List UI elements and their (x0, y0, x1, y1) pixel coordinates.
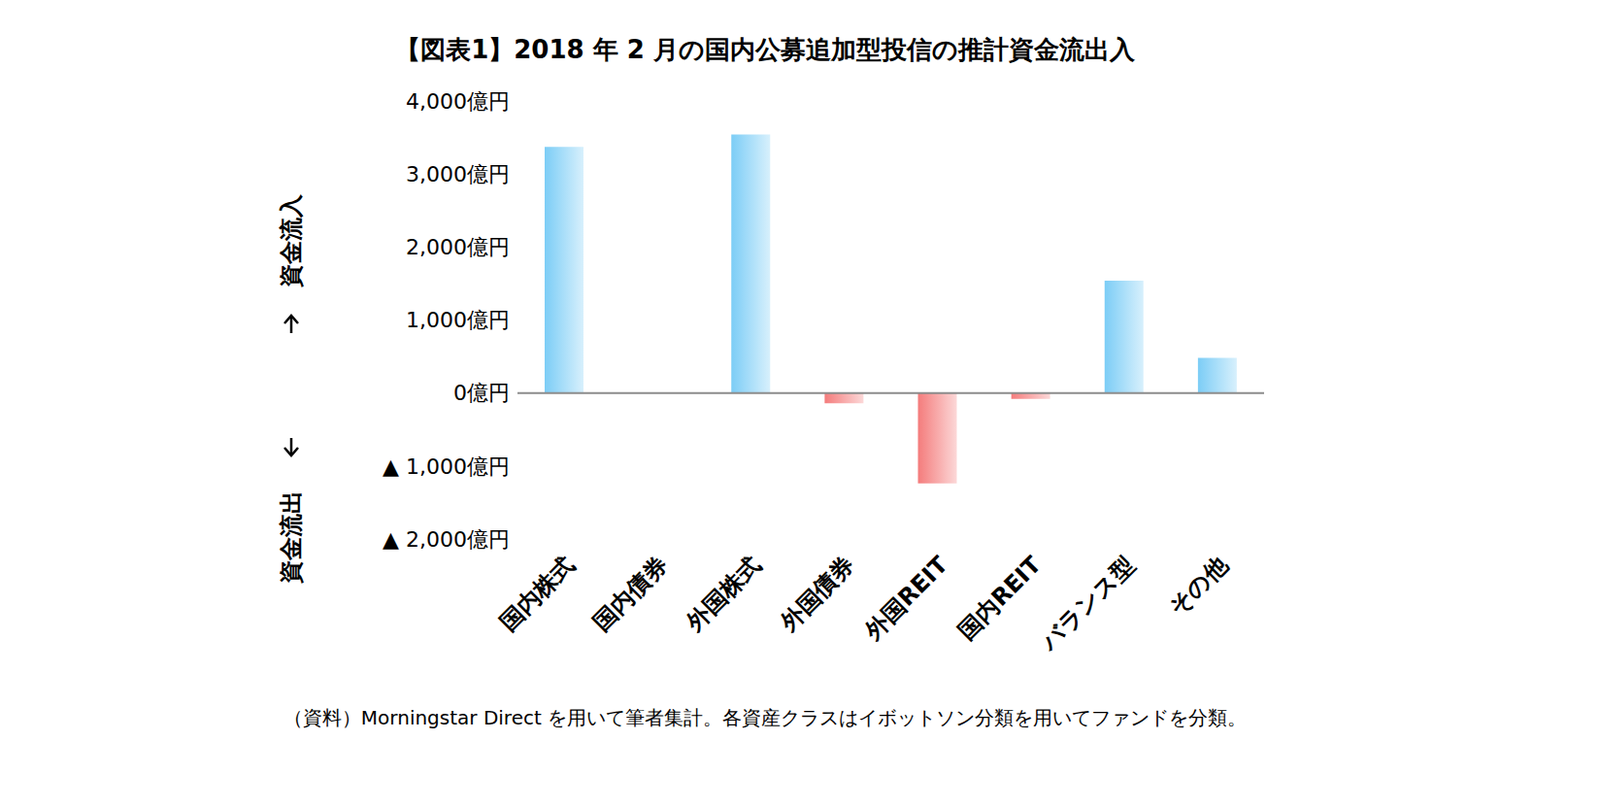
svg-text:1,000億円: 1,000億円 (405, 307, 510, 333)
svg-text:3,000億円: 3,000億円 (405, 162, 510, 187)
svg-text:外国債券: 外国債券 (773, 550, 860, 636)
svg-text:バランス型: バランス型 (1033, 550, 1140, 657)
svg-text:国内株式: 国内株式 (495, 550, 581, 636)
svg-text:▲ 1,000億円: ▲ 1,000億円 (382, 454, 510, 479)
svg-text:4,000億円: 4,000億円 (405, 89, 510, 114)
svg-text:国内REIT: 国内REIT (953, 550, 1048, 645)
svg-text:資金流出: 資金流出 (277, 490, 305, 585)
svg-text:0億円: 0億円 (453, 380, 510, 405)
svg-text:外国株式: 外国株式 (680, 550, 767, 636)
svg-text:その他: その他 (1163, 550, 1234, 622)
html-text:【図表1】2018 年 2 月の国内公募追加型投信の推計資金: 【図表1】2018 年 2 月の国内公募追加型投信の推計資金流出入 (395, 34, 1135, 65)
html-text:（資料）Morningstar Direct を用いて筆者集: （資料）Morningstar Direct を用いて筆者集計。各資産クラスはイ… (283, 705, 1247, 730)
svg-text:2,000億円: 2,000億円 (405, 234, 510, 260)
svg-text:外国REIT: 外国REIT (859, 550, 954, 645)
svg-text:国内債券: 国内債券 (588, 550, 674, 636)
svg-text:▲ 2,000億円: ▲ 2,000億円 (382, 527, 510, 552)
svg-text:資金流入: 資金流入 (277, 193, 305, 289)
